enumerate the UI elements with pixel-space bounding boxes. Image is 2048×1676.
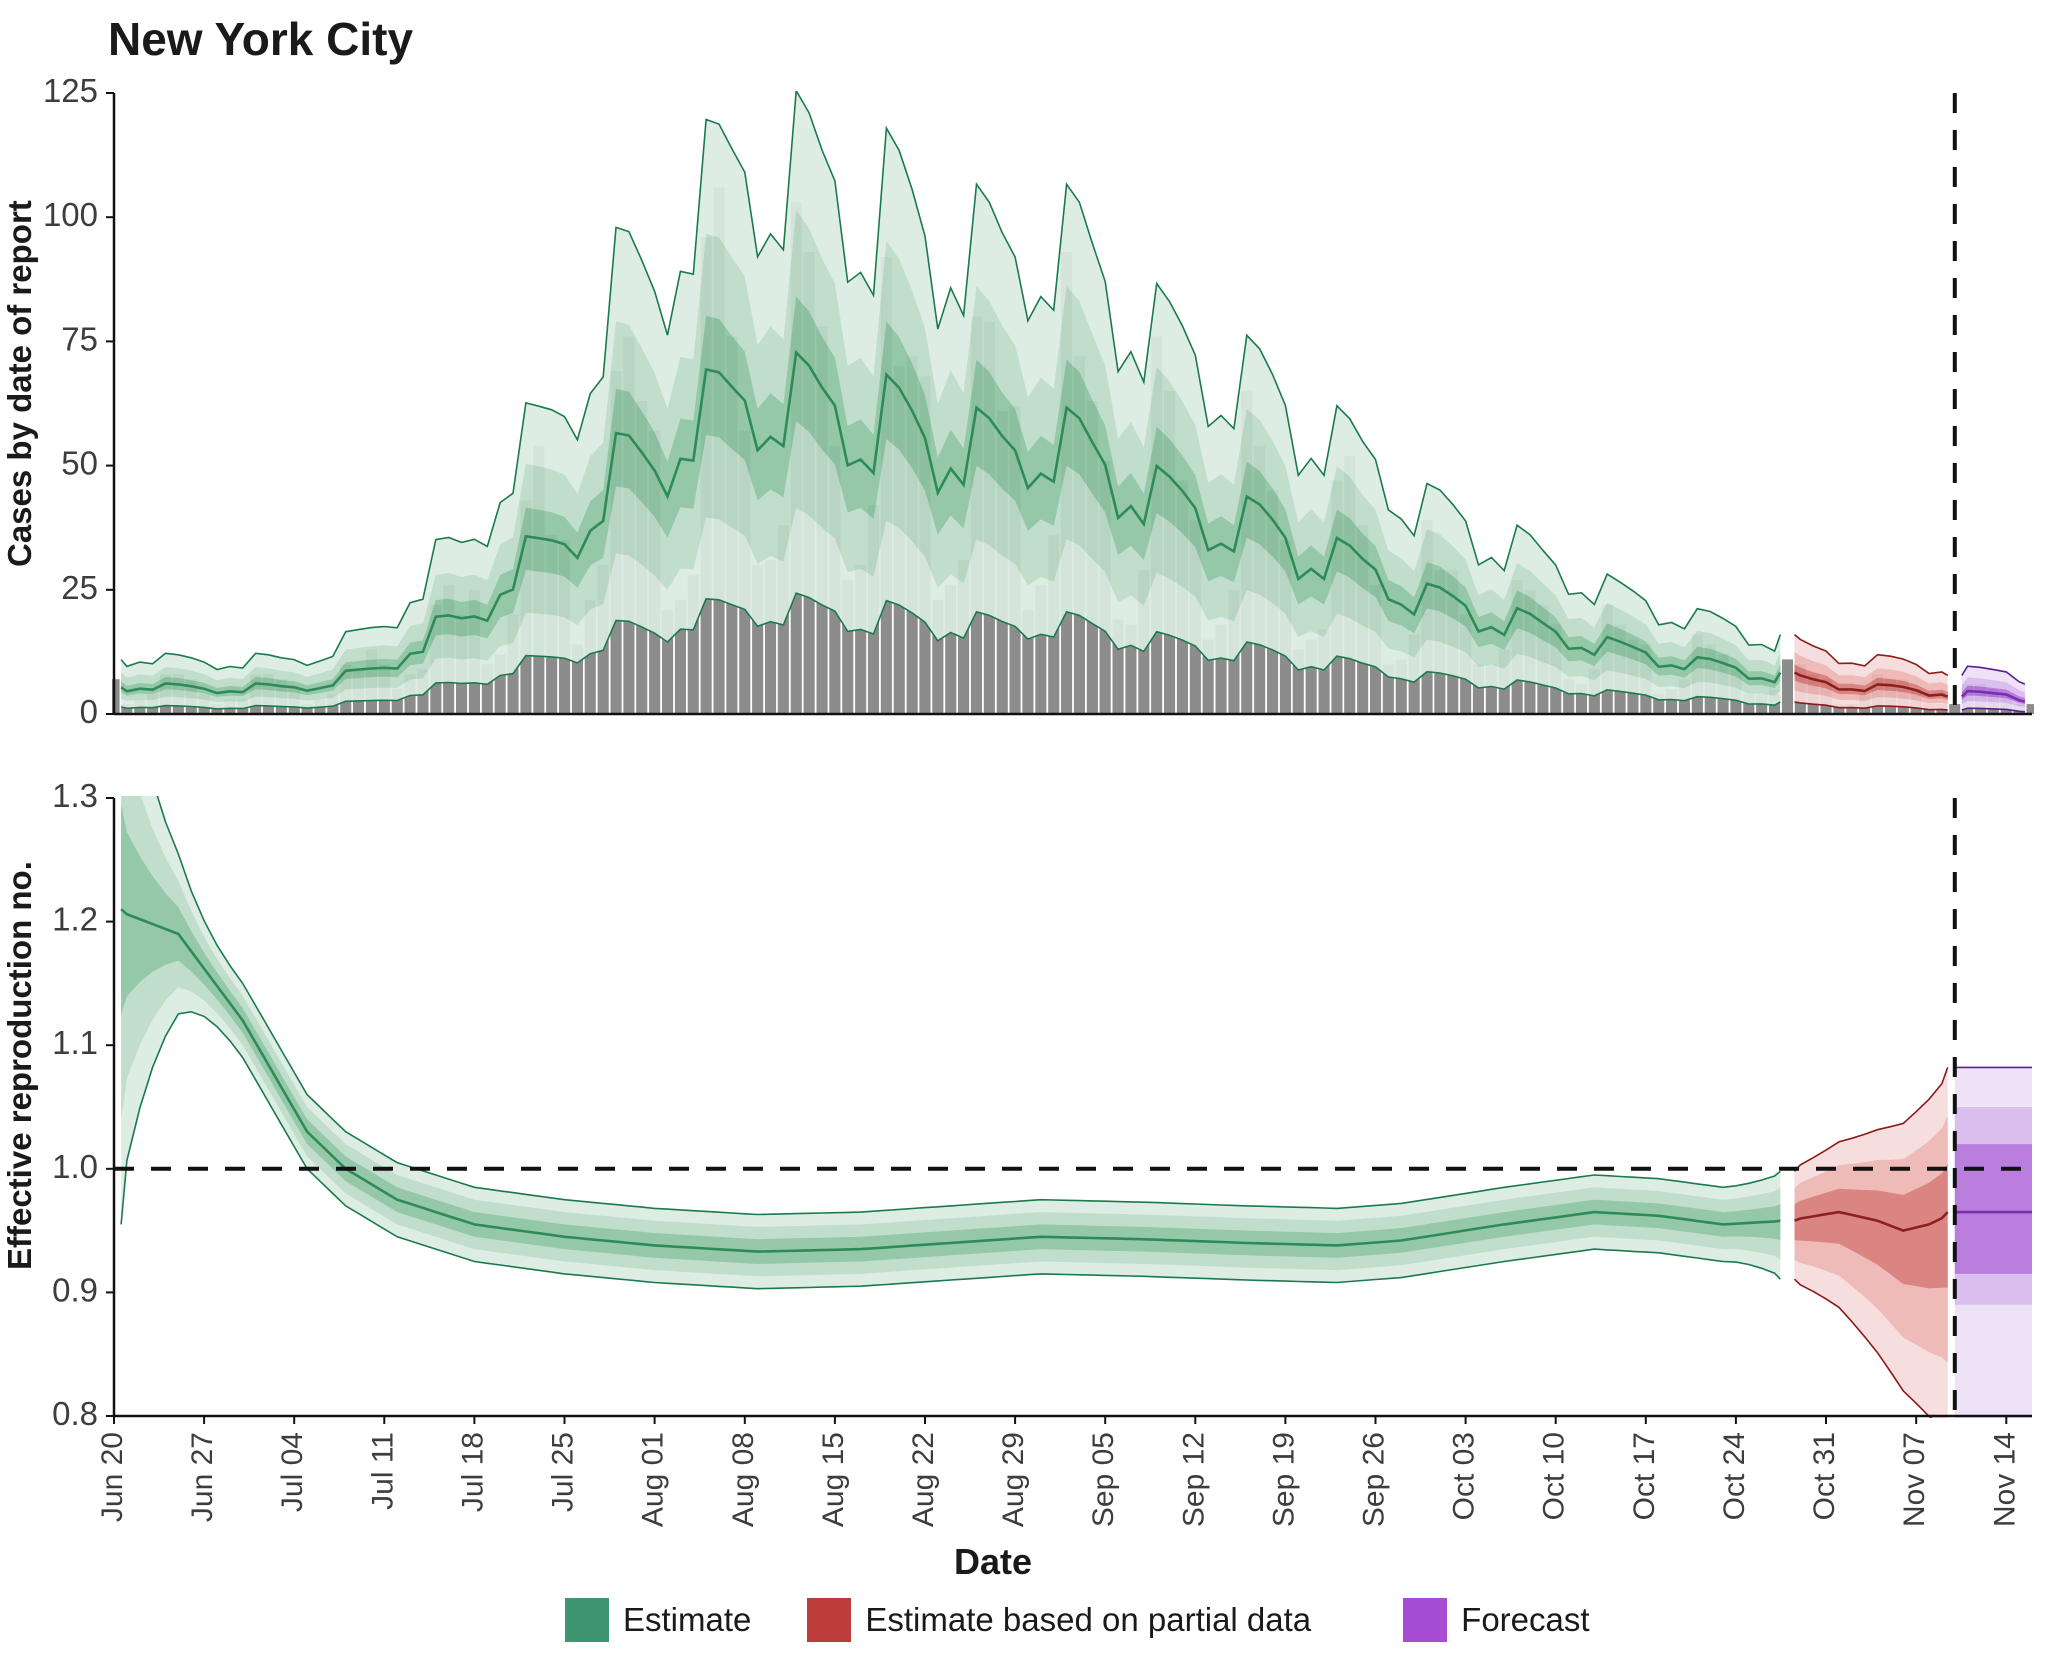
svg-text:Sep 05: Sep 05	[1087, 1432, 1120, 1527]
svg-text:125: 125	[43, 72, 98, 109]
svg-text:Aug 01: Aug 01	[637, 1432, 670, 1527]
svg-text:Oct 17: Oct 17	[1628, 1432, 1661, 1520]
svg-text:1.1: 1.1	[52, 1024, 98, 1061]
svg-text:25: 25	[61, 569, 98, 606]
svg-text:Oct 31: Oct 31	[1808, 1432, 1841, 1520]
svg-text:50: 50	[61, 445, 98, 482]
svg-text:Oct 24: Oct 24	[1718, 1432, 1751, 1520]
svg-text:0: 0	[80, 693, 98, 730]
svg-text:Oct 03: Oct 03	[1448, 1432, 1481, 1520]
svg-text:Sep 19: Sep 19	[1267, 1432, 1300, 1527]
svg-text:Aug 22: Aug 22	[907, 1432, 940, 1527]
svg-text:Jul 25: Jul 25	[547, 1432, 580, 1512]
svg-text:Jul 18: Jul 18	[456, 1432, 489, 1512]
svg-text:0.9: 0.9	[52, 1271, 98, 1308]
svg-text:Nov 07: Nov 07	[1898, 1432, 1931, 1527]
svg-text:Nov 14: Nov 14	[1988, 1432, 2021, 1527]
svg-text:1.2: 1.2	[52, 901, 98, 938]
svg-text:Aug 08: Aug 08	[727, 1432, 760, 1527]
svg-text:75: 75	[61, 320, 98, 357]
svg-text:Jun 27: Jun 27	[186, 1432, 219, 1522]
svg-text:Jul 04: Jul 04	[276, 1432, 309, 1512]
svg-text:1.0: 1.0	[52, 1148, 98, 1185]
svg-text:Sep 12: Sep 12	[1177, 1432, 1210, 1527]
svg-text:Aug 29: Aug 29	[997, 1432, 1030, 1527]
svg-text:Aug 15: Aug 15	[817, 1432, 850, 1527]
svg-text:Oct 10: Oct 10	[1538, 1432, 1571, 1520]
svg-text:0.8: 0.8	[52, 1395, 98, 1432]
svg-text:1.3: 1.3	[52, 777, 98, 814]
svg-text:Jul 11: Jul 11	[366, 1432, 399, 1510]
svg-text:100: 100	[43, 196, 98, 233]
svg-text:Jun 20: Jun 20	[96, 1432, 129, 1522]
svg-text:Sep 26: Sep 26	[1358, 1432, 1391, 1527]
